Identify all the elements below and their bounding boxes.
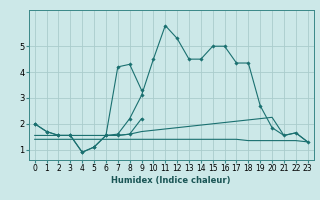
X-axis label: Humidex (Indice chaleur): Humidex (Indice chaleur) xyxy=(111,176,231,185)
